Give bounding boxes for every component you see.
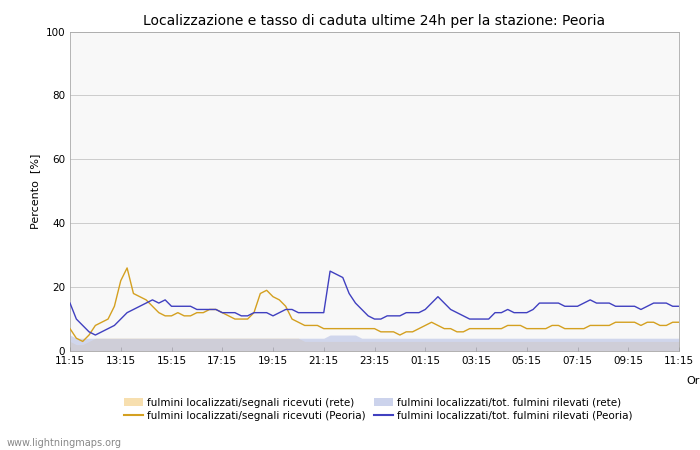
Text: www.lightningmaps.org: www.lightningmaps.org [7,438,122,448]
Y-axis label: Percento  [%]: Percento [%] [30,153,40,229]
Title: Localizzazione e tasso di caduta ultime 24h per la stazione: Peoria: Localizzazione e tasso di caduta ultime … [144,14,606,27]
Legend: fulmini localizzati/segnali ricevuti (rete), fulmini localizzati/segnali ricevut: fulmini localizzati/segnali ricevuti (re… [124,398,632,421]
Text: Orario: Orario [686,376,700,386]
